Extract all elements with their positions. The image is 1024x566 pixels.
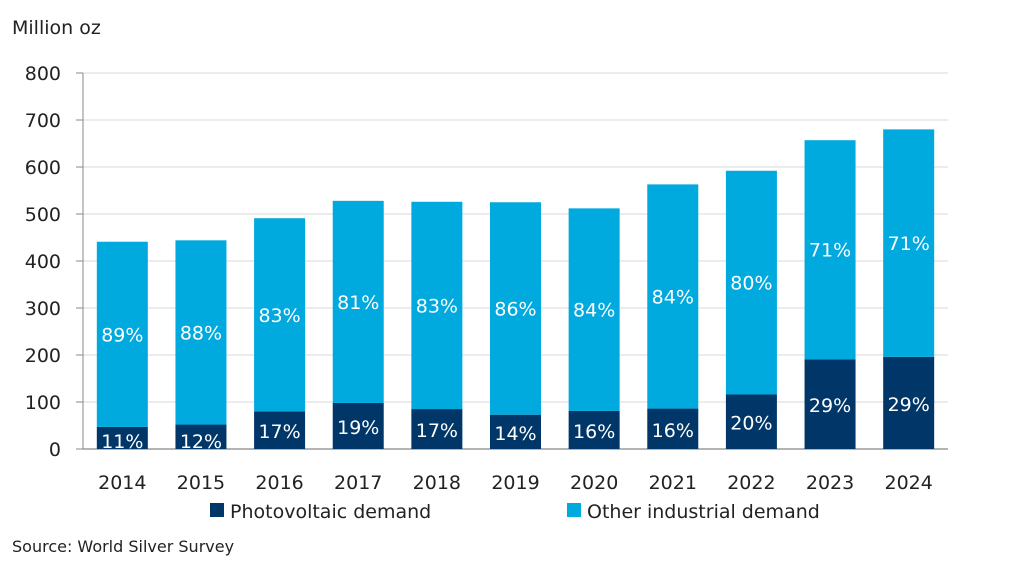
data-label: 29%: [888, 394, 930, 416]
y-tick-label: 800: [25, 63, 61, 85]
y-tick-label: 400: [25, 251, 61, 273]
legend: Photovoltaic demand Other industrial dem…: [210, 501, 820, 523]
source-note: Source: World Silver Survey: [12, 537, 234, 556]
bar-other-industrial-2020: [568, 208, 620, 411]
x-tick-label: 2016: [255, 472, 303, 494]
data-label: 16%: [573, 421, 615, 443]
bar-photovoltaic-2020: [568, 410, 620, 449]
x-tick-label: 2019: [491, 472, 539, 494]
x-tick-label: 2023: [806, 472, 854, 494]
data-label: 89%: [101, 324, 143, 346]
y-tick-label: 700: [25, 110, 61, 132]
data-label: 83%: [416, 295, 458, 317]
legend-swatch-photovoltaic: [210, 503, 224, 517]
legend-label-photovoltaic: Photovoltaic demand: [230, 501, 431, 523]
x-tick-label: 2021: [649, 472, 697, 494]
x-tick-label: 2024: [885, 472, 933, 494]
data-label: 19%: [337, 417, 379, 439]
data-label: 11%: [101, 431, 143, 453]
data-label: 71%: [809, 240, 851, 262]
data-label: 81%: [337, 292, 379, 314]
data-label: 20%: [730, 413, 772, 435]
bar-other-industrial-2014: [96, 241, 148, 427]
bar-photovoltaic-2024: [883, 356, 935, 449]
bar-photovoltaic-2022: [725, 394, 777, 449]
bar-photovoltaic-2021: [647, 408, 699, 449]
bar-other-industrial-2022: [725, 170, 777, 395]
x-tick-label: 2020: [570, 472, 618, 494]
x-tick-label: 2017: [334, 472, 382, 494]
data-label: 17%: [416, 420, 458, 442]
bar-other-industrial-2019: [490, 202, 541, 415]
bar-photovoltaic-2014: [96, 426, 148, 449]
y-axis-label: Million oz: [12, 17, 101, 39]
x-tick-label: 2022: [727, 472, 775, 494]
bar-photovoltaic-2018: [411, 409, 463, 449]
x-tick-label: 2014: [98, 472, 146, 494]
x-tick-label: 2018: [413, 472, 461, 494]
y-tick-label: 100: [25, 392, 61, 414]
data-label: 80%: [730, 273, 772, 295]
legend-swatch-other-industrial: [567, 503, 581, 517]
bar-photovoltaic-2017: [332, 402, 384, 449]
data-label: 16%: [652, 420, 694, 442]
y-tick-label: 500: [25, 204, 61, 226]
data-label: 29%: [809, 395, 851, 417]
y-tick-label: 200: [25, 345, 61, 367]
data-label: 14%: [494, 423, 536, 445]
y-tick-label: 600: [25, 157, 61, 179]
y-tick-label: 300: [25, 298, 61, 320]
bar-other-industrial-2023: [804, 140, 856, 360]
bar-photovoltaic-2016: [254, 411, 306, 449]
data-label: 71%: [888, 233, 930, 255]
bar-other-industrial-2021: [647, 184, 699, 409]
data-label: 84%: [573, 300, 615, 322]
legend-label-other-industrial: Other industrial demand: [587, 501, 820, 523]
bar-photovoltaic-2015: [175, 424, 227, 449]
bar-other-industrial-2016: [254, 218, 306, 412]
bar-other-industrial-2015: [175, 240, 227, 425]
x-tick-label: 2015: [177, 472, 225, 494]
bar-other-industrial-2024: [883, 129, 935, 357]
data-label: 17%: [258, 421, 300, 443]
data-label: 86%: [494, 298, 536, 320]
data-label: 84%: [652, 286, 694, 308]
bar-other-industrial-2017: [332, 200, 384, 403]
data-label: 83%: [258, 305, 300, 327]
y-tick-label: 0: [49, 439, 61, 461]
bar-other-industrial-2018: [411, 201, 463, 410]
bar-photovoltaic-2019: [490, 414, 541, 449]
bar-photovoltaic-2023: [804, 359, 856, 449]
data-label: 88%: [180, 322, 222, 344]
data-label: 12%: [180, 431, 222, 453]
